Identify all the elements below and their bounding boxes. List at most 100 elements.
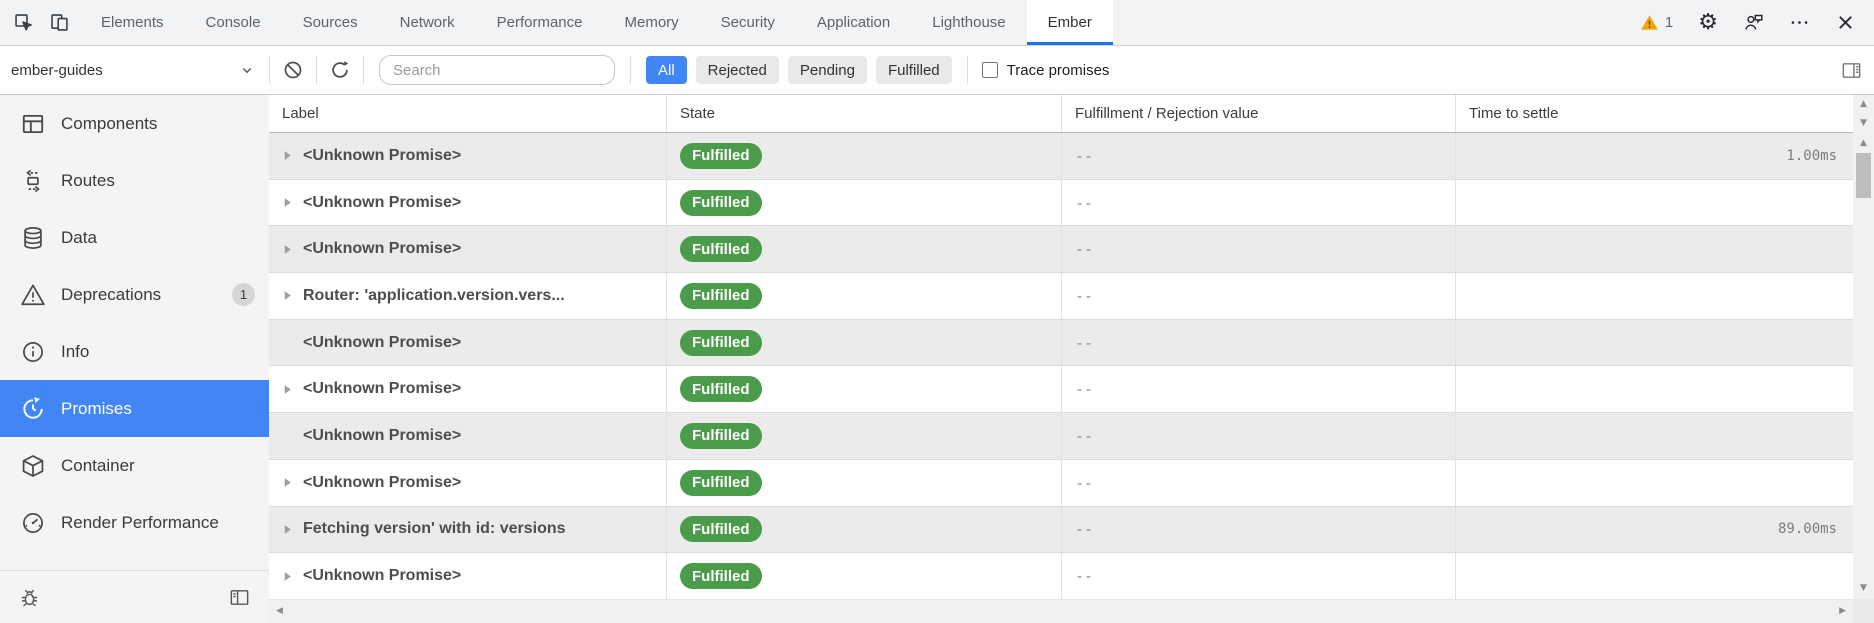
promises-icon	[20, 396, 46, 422]
promise-row[interactable]: <Unknown Promise> Fulfilled -- 1.00ms	[269, 133, 1853, 180]
scroll-right-arrow[interactable]: ▶	[1839, 606, 1846, 616]
scrollbar-thumb[interactable]	[1856, 153, 1871, 198]
table-vertical-scrollbar[interactable]: ▲ ▼ ▲ ▼	[1853, 95, 1874, 599]
promise-label: <Unknown Promise>	[303, 333, 462, 351]
state-cell: Fulfilled	[666, 319, 1061, 366]
table-horizontal-scrollbar[interactable]: ◀ ▶	[269, 599, 1853, 623]
expander-icon[interactable]	[282, 524, 293, 535]
sidebar-nav: Components Routes Data Deprecations 1 Info Pro…	[0, 95, 269, 551]
state-badge: Fulfilled	[680, 142, 762, 169]
sidebar-item-routes[interactable]: Routes	[0, 152, 269, 209]
sidebar-item-promises[interactable]: Promises	[0, 380, 269, 437]
promise-row[interactable]: <Unknown Promise> Fulfilled --	[269, 553, 1853, 599]
tab-console[interactable]: Console	[205, 14, 261, 31]
tab-performance[interactable]: Performance	[496, 14, 583, 31]
toggle-sidebar-icon[interactable]	[228, 586, 251, 609]
table-header: Label State Fulfillment / Rejection value T…	[269, 95, 1853, 133]
tab-ember[interactable]: Ember	[1026, 0, 1113, 45]
promise-row[interactable]: <Unknown Promise> Fulfilled --	[269, 179, 1853, 227]
tab-security[interactable]: Security	[720, 14, 775, 31]
fulfillment-value-cell: --	[1061, 506, 1455, 553]
tab-application[interactable]: Application	[816, 14, 891, 31]
device-toolbar-icon[interactable]	[49, 12, 70, 33]
expander-icon[interactable]	[282, 150, 293, 161]
routes-icon	[20, 168, 46, 194]
expander-icon[interactable]	[282, 571, 293, 582]
sidebar-item-label: Promises	[61, 398, 132, 418]
promise-row[interactable]: <Unknown Promise> Fulfilled --	[269, 459, 1853, 507]
time-to-settle-cell	[1455, 226, 1853, 273]
toolbar-divider	[363, 56, 364, 84]
issues-warning[interactable]: 1	[1640, 13, 1673, 32]
sidebar-item-data[interactable]: Data	[0, 209, 269, 266]
sidebar-item-deprecations[interactable]: Deprecations 1	[0, 266, 269, 323]
close-icon[interactable]	[1835, 12, 1856, 33]
sidebar-item-components[interactable]: Components	[0, 95, 269, 152]
sidebar-item-render-performance[interactable]: Render Performance	[0, 494, 269, 551]
app-instance-select[interactable]: ember-guides	[0, 46, 269, 94]
state-badge: Fulfilled	[680, 516, 762, 543]
feedback-icon[interactable]	[1743, 12, 1764, 33]
filter-rejected[interactable]: Rejected	[695, 56, 779, 84]
state-badge: Fulfilled	[680, 469, 762, 496]
search-input[interactable]	[379, 55, 615, 85]
expander-icon[interactable]	[282, 197, 293, 208]
inspect-element-icon[interactable]	[13, 12, 34, 33]
state-badge: Fulfilled	[680, 236, 762, 263]
promise-row[interactable]: Fetching version' with id: versions Fulfi…	[269, 506, 1853, 554]
state-cell: Fulfilled	[666, 506, 1061, 553]
scroll-up-arrow[interactable]: ▲	[1860, 138, 1867, 148]
scroll-up-arrow[interactable]: ▲	[1860, 99, 1867, 109]
refresh-button[interactable]	[329, 59, 351, 81]
expander-icon[interactable]	[282, 477, 293, 488]
toggle-right-panel-icon[interactable]	[1840, 59, 1863, 82]
expander-icon[interactable]	[282, 384, 293, 395]
clear-promises-button[interactable]	[282, 59, 304, 81]
trace-promises-toggle[interactable]: Trace promises	[981, 62, 1109, 79]
filter-pending[interactable]: Pending	[787, 56, 867, 84]
toolbar-divider	[966, 56, 968, 84]
sidebar-item-container[interactable]: Container	[0, 437, 269, 494]
trace-promises-checkbox[interactable]	[981, 62, 998, 78]
fulfillment-value-cell: --	[1061, 179, 1455, 226]
sidebar-item-label: Components	[61, 113, 158, 133]
promises-panel: Label State Fulfillment / Rejection value T…	[269, 95, 1874, 623]
expander-icon[interactable]	[282, 244, 293, 255]
promise-row[interactable]: <Unknown Promise> Fulfilled --	[269, 226, 1853, 274]
promise-row[interactable]: <Unknown Promise> Fulfilled --	[269, 319, 1853, 367]
filter-fulfilled[interactable]: Fulfilled	[875, 56, 952, 84]
promise-label: Fetching version' with id: versions	[303, 520, 566, 538]
bug-icon[interactable]	[18, 586, 41, 609]
scrollbar-corner	[1853, 599, 1874, 623]
settings-gear-icon[interactable]: ⚙	[1698, 9, 1718, 35]
filter-all[interactable]: All	[646, 56, 687, 84]
tab-elements[interactable]: Elements	[101, 14, 164, 31]
tab-network[interactable]: Network	[399, 14, 455, 31]
tab-sources[interactable]: Sources	[302, 14, 358, 31]
fulfillment-value-cell: --	[1061, 413, 1455, 459]
data-icon	[20, 225, 46, 251]
promise-label-cell: Router: 'application.version.vers...	[269, 273, 666, 319]
promise-row[interactable]: <Unknown Promise> Fulfilled --	[269, 413, 1853, 460]
expander-icon[interactable]	[282, 290, 293, 301]
promise-label-cell: <Unknown Promise>	[269, 180, 666, 226]
sidebar-item-info[interactable]: Info	[0, 323, 269, 380]
promise-row[interactable]: <Unknown Promise> Fulfilled --	[269, 366, 1853, 414]
promise-label-cell: <Unknown Promise>	[269, 460, 666, 506]
body-scrollbar[interactable]: ▲ ▼	[1853, 133, 1874, 599]
state-cell: Fulfilled	[666, 273, 1061, 319]
header-scrollbar[interactable]: ▲ ▼	[1853, 95, 1874, 133]
more-options-icon[interactable]	[1789, 12, 1810, 33]
tab-memory[interactable]: Memory	[624, 14, 679, 31]
column-header-fulfillment-rejection-value: Fulfillment / Rejection value	[1061, 95, 1455, 132]
tab-lighthouse[interactable]: Lighthouse	[932, 14, 1006, 31]
state-cell: Fulfilled	[666, 459, 1061, 506]
sidebar-item-label: Container	[61, 455, 135, 475]
promise-row[interactable]: Router: 'application.version.vers... Fulf…	[269, 273, 1853, 320]
promise-label-cell: <Unknown Promise>	[269, 553, 666, 599]
scroll-left-arrow[interactable]: ◀	[276, 606, 283, 616]
scroll-down-arrow[interactable]: ▼	[1860, 583, 1867, 593]
devtools-right-icons: 1 ⚙	[1640, 0, 1874, 45]
scroll-down-arrow[interactable]: ▼	[1860, 118, 1867, 128]
fulfillment-value-cell: --	[1061, 366, 1455, 413]
